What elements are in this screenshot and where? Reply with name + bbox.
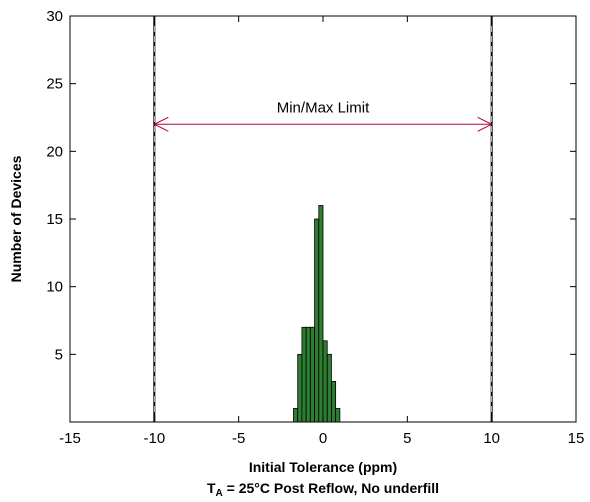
x-tick-label: -10	[143, 430, 165, 447]
histogram-bar	[322, 340, 328, 423]
histogram-bar	[335, 408, 341, 423]
x-tick-label: 10	[483, 430, 500, 447]
histogram-bar	[293, 408, 299, 423]
histogram-bar	[318, 205, 324, 423]
y-tick-label: 20	[46, 143, 63, 160]
min-max-limit-label: Min/Max Limit	[277, 99, 370, 116]
limit-lines	[153, 16, 493, 422]
x-axis-title: Initial Tolerance (ppm)	[249, 459, 397, 475]
x-tick-label: 0	[319, 430, 327, 447]
x-tick-label: -5	[232, 430, 245, 447]
y-tick-label: 25	[46, 76, 63, 93]
x-tick-label: -15	[59, 430, 81, 447]
x-axis-subtitle: TA = 25°C Post Reflow, No underfill	[207, 480, 439, 499]
y-tick-label: 15	[46, 211, 63, 228]
x-axis: -15 -10 -5 0 5 10 15	[59, 16, 584, 447]
arrow-head-right	[477, 116, 493, 132]
histogram-bar	[301, 326, 307, 423]
y-axis: 5 10 15 20 25 30	[46, 8, 576, 363]
histogram-bar	[297, 353, 303, 423]
limit-annotation: Min/Max Limit	[153, 99, 493, 132]
histogram-bar	[331, 380, 337, 423]
histogram-bar	[326, 353, 332, 423]
arrow-head-left	[153, 116, 169, 132]
x-tick-label: 15	[568, 430, 585, 447]
y-tick-label: 10	[46, 279, 63, 296]
histogram-bar	[309, 326, 315, 423]
y-tick-label: 5	[55, 346, 63, 363]
histogram-bar	[305, 326, 311, 423]
x-tick-label: 5	[403, 430, 411, 447]
y-axis-title: Number of Devices	[8, 155, 24, 282]
histogram-bars	[293, 205, 341, 423]
y-tick-label: 30	[46, 8, 63, 25]
histogram-bar	[314, 218, 320, 423]
